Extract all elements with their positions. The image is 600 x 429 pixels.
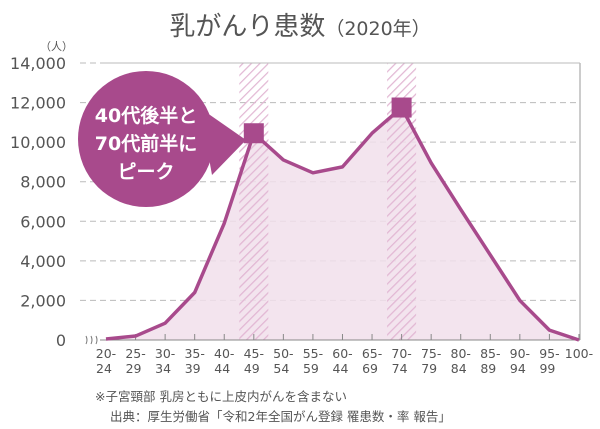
x-tick-label: 55- [303, 346, 323, 361]
x-tick-label: 75- [421, 346, 441, 361]
callout-text: 40代後半と [95, 104, 197, 127]
x-tick-label: 44 [214, 361, 230, 376]
footnote-exclusion: ※子宮頸部 乳房ともに上皮内がんを含まない [95, 389, 347, 404]
x-tick-label: 79 [421, 361, 437, 376]
callout-bubble [78, 71, 214, 207]
x-tick-label: 25- [125, 346, 145, 361]
y-axis-unit: （人） [40, 40, 73, 53]
x-tick-label: 94 [510, 361, 526, 376]
x-tick-label: 70- [391, 346, 411, 361]
highlight-band-overlay [387, 107, 417, 341]
x-tick-label: 39 [185, 361, 201, 376]
callout-text: 70代前半に [95, 132, 197, 155]
x-tick-label: 20- [96, 346, 116, 361]
y-tick-label: 2,000 [20, 291, 66, 310]
y-tick-label: 14,000 [10, 54, 66, 73]
peak-marker [391, 97, 412, 118]
y-tick-label: 12,000 [10, 94, 66, 113]
x-tick-label: 44 [333, 361, 349, 376]
x-tick-label: 89 [480, 361, 496, 376]
chart-title: 乳がんり患数（2020年） [0, 6, 600, 43]
footnote-source: 出典：厚生労働省「令和2年全国がん登録 罹患数・率 報告」 [110, 409, 451, 424]
x-tick-label: 45- [244, 346, 264, 361]
y-tick-label: 4,000 [20, 252, 66, 271]
x-tick-label: 90- [510, 346, 530, 361]
x-tick-label: 100- [565, 346, 593, 361]
y-tick-label: 10,000 [10, 133, 66, 152]
x-tick-label: 80- [451, 346, 471, 361]
x-tick-label: 65- [362, 346, 382, 361]
x-tick-label: 40- [214, 346, 234, 361]
x-tick-label: 74 [392, 361, 408, 376]
x-tick-label: 50- [273, 346, 293, 361]
x-tick-label: 30- [155, 346, 175, 361]
y-tick-label: 0 [56, 331, 66, 350]
x-tick-label: 34 [155, 361, 171, 376]
title-main: 乳がんり患数 [169, 12, 326, 42]
x-tick-label: 29 [126, 361, 142, 376]
x-tick-label: 49 [244, 361, 260, 376]
x-tick-label: 60- [332, 346, 352, 361]
x-tick-label: 85- [480, 346, 500, 361]
x-tick-label: 24 [96, 361, 112, 376]
x-tick-label: 69 [362, 361, 378, 376]
x-tick-label: 59 [303, 361, 319, 376]
peak-marker [243, 123, 264, 144]
y-tick-label: 8,000 [20, 173, 66, 192]
x-tick-label: 54 [273, 361, 289, 376]
x-tick-label: 99 [539, 361, 555, 376]
axis-break-icon [85, 335, 98, 345]
x-tick-label: 84 [451, 361, 467, 376]
x-tick-label: 35- [184, 346, 204, 361]
title-year: （2020年） [325, 18, 431, 40]
y-tick-label: 6,000 [20, 212, 66, 231]
area-fill [106, 107, 579, 341]
callout-text: ピーク [117, 161, 174, 183]
x-tick-label: 95- [539, 346, 559, 361]
